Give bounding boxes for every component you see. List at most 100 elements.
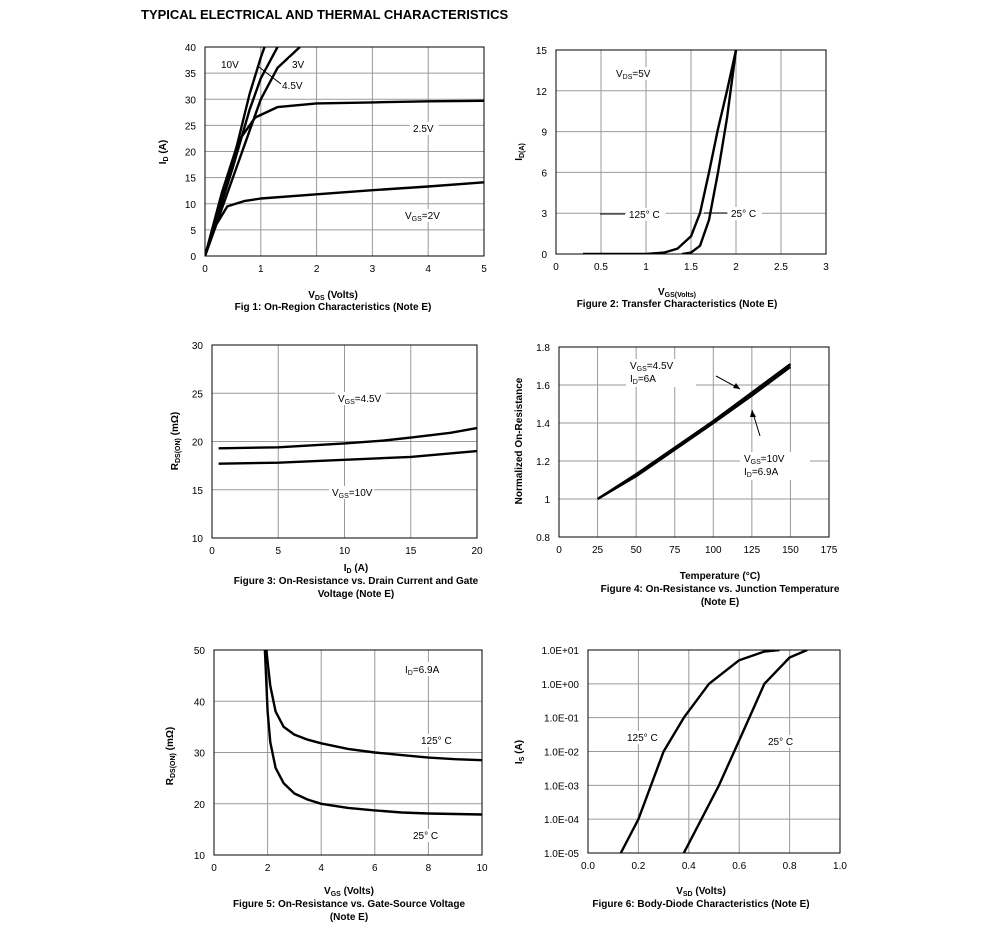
y-tick-label: 1 (544, 495, 550, 506)
label-background (402, 662, 447, 676)
label-background (613, 67, 653, 80)
x-tick-label: 3 (823, 262, 829, 273)
y-tick-label: 15 (185, 174, 197, 185)
y-tick-label: 1.0E-02 (544, 748, 579, 759)
label-background (218, 58, 241, 71)
label-background (289, 58, 307, 71)
figure-caption: Figure 3: On-Resistance vs. Drain Curren… (234, 576, 479, 587)
series-line (205, 47, 301, 256)
y-tick-label: 15 (536, 46, 548, 57)
x-axis-label: Temperature (°C) (680, 571, 761, 582)
x-tick-label: 10 (476, 863, 488, 874)
x-tick-label: 0.0 (581, 861, 595, 872)
x-tick-label: 1 (258, 264, 264, 275)
x-tick-label: 2.5 (774, 262, 788, 273)
series-line (205, 181, 484, 256)
series-line (682, 650, 808, 853)
x-axis-label: VGS(Volts)​ (658, 287, 696, 299)
label-background (418, 734, 458, 747)
x-tick-label: 50 (631, 545, 643, 556)
x-axis-label: VDS​ (Volts) (308, 290, 358, 302)
y-tick-label: 20 (192, 438, 204, 449)
annotation-label: ID​=6.9A (405, 665, 440, 677)
y-tick-label: 35 (185, 69, 197, 80)
y-axis-label: ID​ (A) (158, 140, 170, 165)
plot-frame (587, 649, 841, 854)
y-tick-label: 40 (185, 43, 197, 54)
y-tick-label: 10 (185, 200, 197, 211)
series-line (583, 50, 738, 254)
y-tick-label: 40 (194, 697, 206, 708)
label-background (402, 209, 442, 222)
label-background (728, 207, 762, 220)
y-tick-label: 1.4 (536, 419, 550, 430)
y-tick-label: 15 (192, 486, 204, 497)
y-tick-label: 6 (541, 168, 547, 179)
x-tick-label: 15 (405, 546, 417, 557)
label-background (329, 486, 375, 499)
x-tick-label: 0.4 (682, 861, 696, 872)
x-tick-label: 0 (211, 863, 217, 874)
y-tick-label: 30 (194, 749, 206, 760)
x-tick-label: 6 (372, 863, 378, 874)
page-title: TYPICAL ELECTRICAL AND THERMAL CHARACTER… (141, 7, 509, 22)
series-label: 2.5V (413, 124, 434, 135)
y-axis-label: RDS(ON)​ (mΩ) (165, 727, 177, 785)
y-tick-label: 1.0E-01 (544, 714, 579, 725)
x-tick-label: 0.8 (783, 861, 797, 872)
y-tick-label: 1.2 (536, 457, 550, 468)
label-background (626, 208, 666, 221)
pointer-arrowhead (750, 410, 756, 417)
y-tick-label: 0 (541, 250, 547, 261)
y-tick-label: 1.6 (536, 381, 550, 392)
y-tick-label: 12 (536, 87, 548, 98)
y-tick-label: 10 (194, 851, 206, 862)
y-axis-label: IS​ (A) (514, 740, 526, 764)
series-line (681, 50, 738, 254)
x-tick-label: 175 (821, 545, 838, 556)
series-label: VGS​=10V (332, 488, 373, 500)
x-tick-label: 0.5 (594, 262, 608, 273)
y-tick-label: 1.0E-05 (544, 849, 579, 860)
x-tick-label: 2 (265, 863, 271, 874)
x-tick-label: 1 (643, 262, 649, 273)
pointer-line (258, 66, 282, 85)
y-tick-label: 1.8 (536, 343, 550, 354)
chart-6: 0.0 0.2 0.4 0.6 0.8 1.0 1.0E-05 1.0E-04 1.0E-03 1… (514, 646, 847, 910)
y-tick-label: 1.0E+00 (541, 680, 579, 691)
series-label: 125° C (629, 210, 660, 221)
y-axis-label: ID(A)​ (514, 143, 526, 161)
figure-caption: Figure 6: Body-Diode Characteristics (No… (592, 899, 809, 910)
y-tick-label: 25 (192, 389, 204, 400)
y-tick-label: 20 (194, 800, 206, 811)
series-line (265, 650, 482, 762)
plot-frame (211, 344, 478, 539)
label-background (410, 829, 444, 842)
figure-caption: Figure 2: Transfer Characteristics (Note… (577, 299, 778, 310)
figure-caption: Voltage (Note E) (318, 589, 394, 600)
x-tick-label: 4 (425, 264, 431, 275)
x-tick-label: 2 (733, 262, 739, 273)
x-axis-label: VSD​ (Volts) (676, 886, 726, 898)
series-label: 25° C (731, 209, 756, 220)
plot-frame (213, 649, 483, 856)
series-label: 25° C (768, 737, 793, 748)
y-tick-label: 1.0E+01 (541, 646, 579, 657)
series-line (205, 47, 279, 256)
x-tick-label: 150 (782, 545, 799, 556)
x-tick-label: 75 (669, 545, 681, 556)
label-background (279, 79, 308, 92)
plot-frame (204, 46, 485, 257)
x-tick-label: 0 (556, 545, 562, 556)
x-tick-label: 5 (275, 546, 281, 557)
y-tick-label: 30 (185, 95, 197, 106)
chart-3: 0 5 10 15 20 10 15 20 25 30 ID​ (A) RDS(ON)​ (mΩ) Fi… (170, 341, 483, 600)
series-label: 125° C (421, 736, 452, 747)
series-label: ID​=6A (630, 374, 656, 386)
series-line (218, 449, 477, 465)
label-background (765, 735, 799, 748)
label-background (740, 452, 810, 480)
x-tick-label: 0.6 (732, 861, 746, 872)
x-tick-label: 0 (553, 262, 559, 273)
plot-frame (558, 346, 830, 538)
